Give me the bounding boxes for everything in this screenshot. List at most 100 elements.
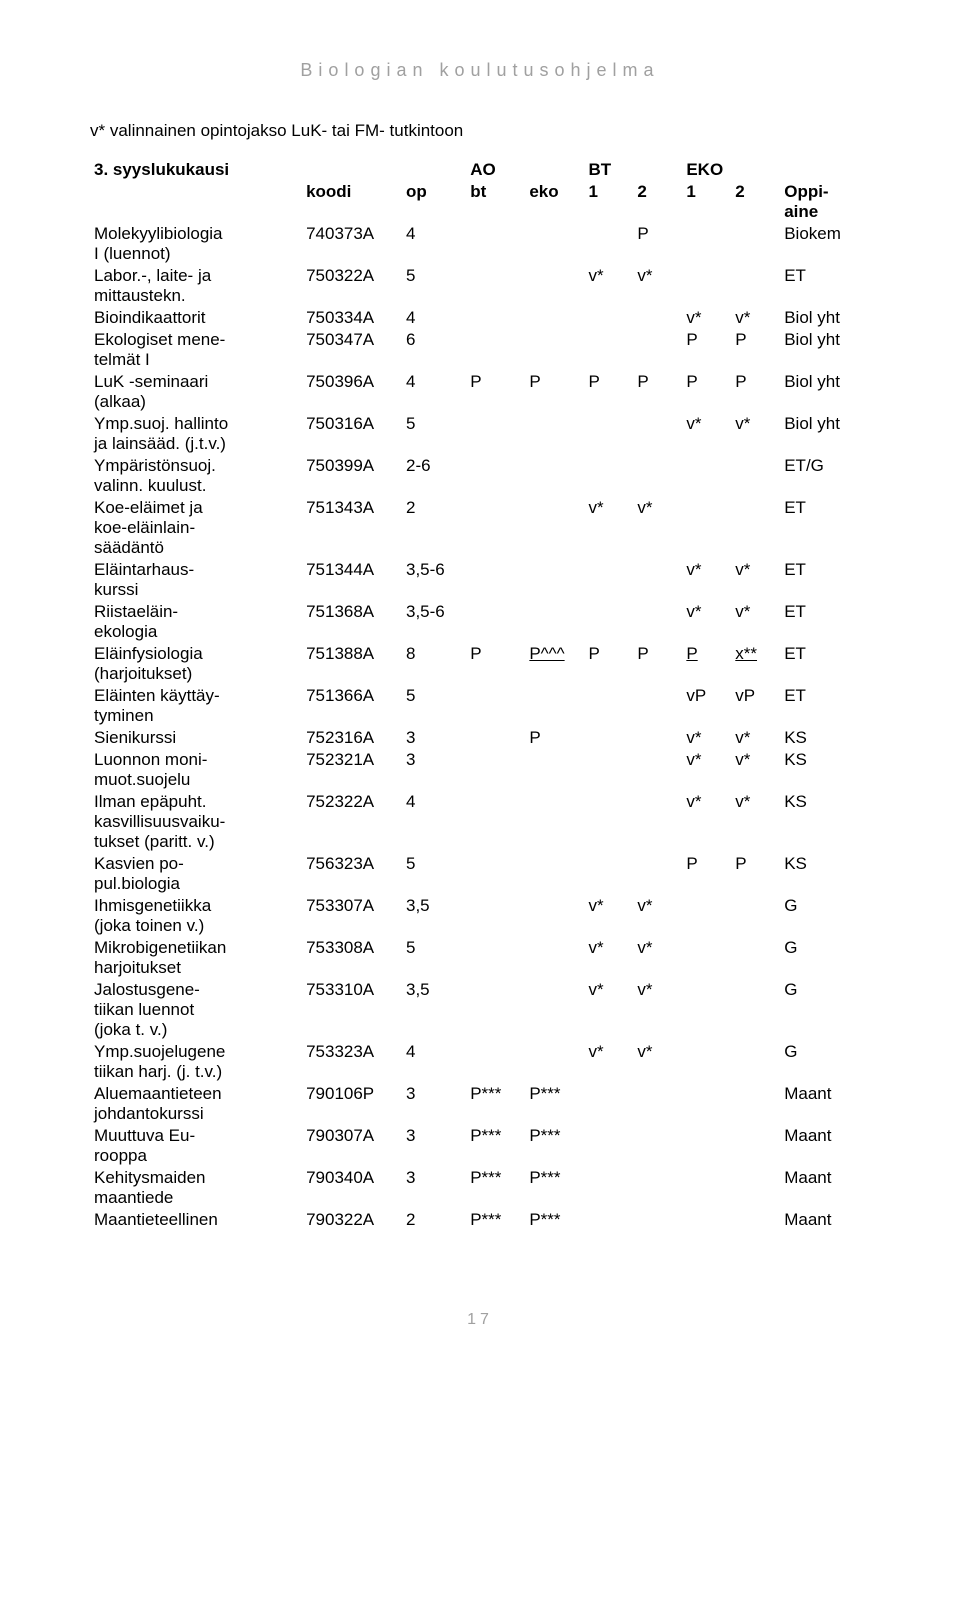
table-row: Labor.-, laite- ja mittaustekn.750322A5v… bbox=[90, 265, 870, 307]
cell-op: 3 bbox=[402, 749, 466, 791]
cell-name: Koe-eläimet ja koe-eläinlain- säädäntö bbox=[90, 497, 302, 559]
cell-c2a bbox=[633, 559, 682, 601]
cell-bt: P*** bbox=[466, 1083, 525, 1125]
cell-op: 3,5-6 bbox=[402, 601, 466, 643]
table-row: Ymp.suojelugene tiikan harj. (j. t.v.)75… bbox=[90, 1041, 870, 1083]
cell-c2b: v* bbox=[731, 749, 780, 791]
cell-bt bbox=[466, 265, 525, 307]
cell-bt bbox=[466, 223, 525, 265]
cell-name: Riistaeläin- ekologia bbox=[90, 601, 302, 643]
cell-name: Labor.-, laite- ja mittaustekn. bbox=[90, 265, 302, 307]
group-header-row: 3. syyslukukausi AO BT EKO bbox=[90, 159, 870, 181]
table-row: Muuttuva Eu- rooppa790307A3P***P***Maant bbox=[90, 1125, 870, 1167]
cell-bt bbox=[466, 937, 525, 979]
cell-c2a: P bbox=[633, 643, 682, 685]
table-row: Ihmisgenetiikka (joka toinen v.)753307A3… bbox=[90, 895, 870, 937]
cell-c2a: v* bbox=[633, 1041, 682, 1083]
cell-c1b: P bbox=[682, 329, 731, 371]
table-row: Riistaeläin- ekologia751368A3,5-6v*v*ET bbox=[90, 601, 870, 643]
cell-c2b bbox=[731, 1167, 780, 1209]
cell-bt bbox=[466, 1041, 525, 1083]
cell-name: Aluemaantieteen johdantokurssi bbox=[90, 1083, 302, 1125]
cell-eko bbox=[525, 223, 584, 265]
cell-name: Eläintarhaus- kurssi bbox=[90, 559, 302, 601]
cell-c2a bbox=[633, 601, 682, 643]
cell-eko: P bbox=[525, 727, 584, 749]
cell-c2a bbox=[633, 749, 682, 791]
cell-c1a: v* bbox=[584, 895, 633, 937]
cell-bt bbox=[466, 413, 525, 455]
cell-c1a bbox=[584, 329, 633, 371]
cell-name: Maantieteellinen bbox=[90, 1209, 302, 1231]
cell-op: 3,5 bbox=[402, 979, 466, 1041]
table-row: Kehitysmaiden maantiede790340A3P***P***M… bbox=[90, 1167, 870, 1209]
page-container: Biologian koulutusohjelma v* valinnainen… bbox=[0, 0, 960, 1369]
cell-c2b bbox=[731, 937, 780, 979]
cell-c1b: P bbox=[682, 853, 731, 895]
cell-op: 2 bbox=[402, 497, 466, 559]
cell-op: 4 bbox=[402, 307, 466, 329]
cell-c1a bbox=[584, 559, 633, 601]
cell-c1b bbox=[682, 455, 731, 497]
cell-oppi: Maant bbox=[780, 1125, 870, 1167]
cell-bt bbox=[466, 727, 525, 749]
cell-c2b bbox=[731, 1041, 780, 1083]
col-op: op bbox=[402, 181, 466, 223]
cell-c1a: v* bbox=[584, 979, 633, 1041]
cell-eko bbox=[525, 329, 584, 371]
cell-c2b bbox=[731, 497, 780, 559]
cell-c2b bbox=[731, 223, 780, 265]
table-row: Ilman epäpuht. kasvillisuusvaiku- tukset… bbox=[90, 791, 870, 853]
cell-name: Jalostusgene- tiikan luennot (joka t. v.… bbox=[90, 979, 302, 1041]
col-2a: 2 bbox=[633, 181, 682, 223]
cell-c2b bbox=[731, 895, 780, 937]
col-1b: 1 bbox=[682, 181, 731, 223]
cell-c2a: v* bbox=[633, 265, 682, 307]
cell-eko bbox=[525, 979, 584, 1041]
table-body: Molekyylibiologia I (luennot)740373A4PBi… bbox=[90, 223, 870, 1231]
cell-bt bbox=[466, 455, 525, 497]
cell-c2a: v* bbox=[633, 979, 682, 1041]
group-eko: EKO bbox=[682, 159, 780, 181]
cell-name: LuK -seminaari (alkaa) bbox=[90, 371, 302, 413]
cell-koodi: 740373A bbox=[302, 223, 402, 265]
col-eko: eko bbox=[525, 181, 584, 223]
cell-bt: P*** bbox=[466, 1209, 525, 1231]
cell-c2a: v* bbox=[633, 937, 682, 979]
cell-c2a bbox=[633, 727, 682, 749]
cell-c2a bbox=[633, 307, 682, 329]
cell-name: Ymp.suojelugene tiikan harj. (j. t.v.) bbox=[90, 1041, 302, 1083]
cell-bt bbox=[466, 979, 525, 1041]
cell-c2b: v* bbox=[731, 727, 780, 749]
cell-eko: P bbox=[525, 371, 584, 413]
cell-c1b bbox=[682, 1167, 731, 1209]
cell-koodi: 753310A bbox=[302, 979, 402, 1041]
cell-oppi: ET/G bbox=[780, 455, 870, 497]
cell-c1a bbox=[584, 455, 633, 497]
cell-c1b bbox=[682, 497, 731, 559]
cell-c1b: v* bbox=[682, 307, 731, 329]
course-table: 3. syyslukukausi AO BT EKO koodi op bt e… bbox=[90, 159, 870, 1231]
cell-oppi: G bbox=[780, 937, 870, 979]
cell-c1b: v* bbox=[682, 559, 731, 601]
cell-c1a: v* bbox=[584, 1041, 633, 1083]
cell-eko bbox=[525, 853, 584, 895]
cell-oppi: KS bbox=[780, 749, 870, 791]
cell-c2a: P bbox=[633, 371, 682, 413]
cell-oppi: G bbox=[780, 1041, 870, 1083]
cell-c2a bbox=[633, 329, 682, 371]
cell-c1a bbox=[584, 727, 633, 749]
cell-koodi: 751368A bbox=[302, 601, 402, 643]
table-row: Luonnon moni- muot.suojelu752321A3v*v*KS bbox=[90, 749, 870, 791]
cell-eko bbox=[525, 685, 584, 727]
cell-name: Ekologiset mene- telmät I bbox=[90, 329, 302, 371]
cell-c2a: v* bbox=[633, 895, 682, 937]
table-row: Jalostusgene- tiikan luennot (joka t. v.… bbox=[90, 979, 870, 1041]
cell-koodi: 790340A bbox=[302, 1167, 402, 1209]
cell-oppi: G bbox=[780, 895, 870, 937]
cell-c1a bbox=[584, 853, 633, 895]
cell-name: Muuttuva Eu- rooppa bbox=[90, 1125, 302, 1167]
cell-op: 5 bbox=[402, 937, 466, 979]
table-row: LuK -seminaari (alkaa)750396A4PPPPPPBiol… bbox=[90, 371, 870, 413]
cell-c1a bbox=[584, 749, 633, 791]
